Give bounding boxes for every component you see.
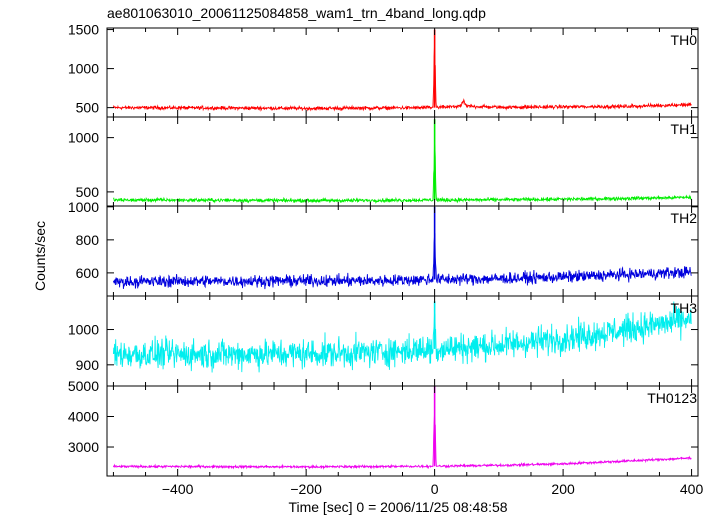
x-tick-label: 200: [551, 481, 575, 497]
x-tick-label: −200: [290, 481, 322, 497]
series-line-th0: [112, 45, 692, 112]
panel-th1: 500 1000 TH1: [68, 116, 699, 207]
y-tick-label: 800: [76, 232, 100, 248]
y-tick-label: 5000: [68, 378, 99, 394]
y-tick-label: 900: [76, 357, 100, 373]
panel-th0123: 3000 4000 5000 TH0123: [68, 378, 699, 477]
panels-group: 50010001500TH05001000TH16008001000TH2900…: [68, 22, 699, 477]
y-axis-label: Counts/sec: [32, 221, 48, 291]
x-axis: −400 −200 0 200 400: [162, 481, 704, 497]
x-tick-label: 0: [431, 481, 439, 497]
panel-th3: 900 1000 TH3: [68, 295, 699, 387]
x-tick-label: −400: [162, 481, 194, 497]
panel-th0: 500 1000 1500 TH0: [68, 22, 699, 118]
y-tick-label: 500: [76, 184, 100, 200]
y-tick-label: 1000: [68, 322, 99, 338]
chart-title: ae801063010_20061125084858_wam1_trn_4ban…: [107, 5, 486, 21]
x-axis-label: Time [sec] 0 = 2006/11/25 08:48:58: [288, 499, 507, 515]
y-tick-label: 600: [76, 265, 100, 281]
panel-label: TH3: [671, 300, 698, 316]
series-line-th1: [113, 143, 692, 204]
y-tick-label: 500: [76, 100, 100, 116]
y-tick-label: 1000: [68, 61, 99, 77]
y-tick-label: 3000: [68, 439, 99, 455]
y-tick-label: 4000: [68, 409, 99, 425]
y-tick-label: 1500: [68, 22, 99, 38]
panel-label: TH0123: [647, 390, 697, 406]
panel-th2: 600 800 1000 TH2: [68, 199, 699, 297]
series-line-th3: [112, 301, 692, 373]
y-tick-label: 1000: [68, 130, 99, 146]
series-line-th2: [112, 233, 692, 290]
panel-frame: [106, 116, 699, 207]
x-tick-label: 400: [680, 481, 704, 497]
panel-frame: [106, 295, 699, 387]
panel-label: TH2: [671, 210, 698, 226]
y-tick-label: 1000: [68, 199, 99, 215]
panel-label: TH0: [671, 32, 698, 48]
series-line-th0123: [112, 413, 692, 470]
panel-frame: [106, 27, 699, 118]
panel-label: TH1: [671, 121, 698, 137]
